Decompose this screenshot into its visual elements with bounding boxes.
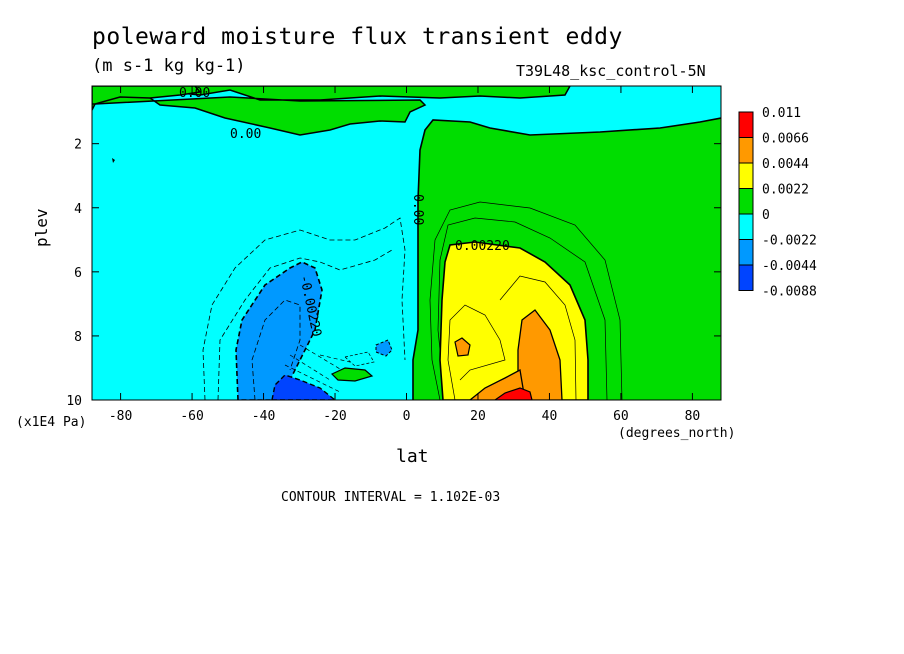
contour-thin-2 (437, 217, 608, 400)
x-axis: -80 -60 -40 -20 0 20 40 60 80 (109, 86, 700, 424)
x-tick-label: 40 (542, 409, 558, 424)
legend-color-swatch (738, 111, 754, 138)
field-orange-blob (454, 337, 471, 357)
legend-color-swatch (738, 264, 754, 291)
contour-blob-ring (344, 351, 375, 367)
legend-level-label: 0.011 (762, 106, 801, 121)
contour-thin-4 (447, 304, 506, 400)
chart-units: (m s-1 kg kg-1) (92, 56, 246, 76)
legend-color-swatch (738, 162, 754, 189)
contour-label-zero-mid: 0.00 (230, 127, 261, 142)
x-tick-label: 60 (613, 409, 629, 424)
y-axis-units: (x1E4 Pa) (16, 415, 87, 430)
field-upper-green-left (92, 86, 202, 105)
legend-level-label: -0.0088 (762, 285, 817, 300)
contour-neg-dash-2 (217, 249, 393, 400)
contour-label-zero-top: 0.00 (179, 86, 210, 101)
y-tick-label: 4 (74, 202, 82, 217)
field-upper-green (92, 86, 571, 136)
x-tick-label: -60 (180, 409, 203, 424)
contour-streaks (284, 344, 351, 393)
run-label: T39L48_ksc_control-5N (516, 62, 706, 80)
x-tick-label: -40 (252, 409, 275, 424)
zero-contour-nh (412, 117, 721, 400)
y-tick-label: 8 (74, 330, 82, 345)
y-tick-label: 2 (74, 138, 82, 153)
field-blue-blob (375, 339, 393, 357)
contour-thin-1 (429, 201, 623, 400)
legend-color-swatch (738, 188, 754, 215)
chart-title: poleward moisture flux transient eddy (92, 24, 623, 50)
legend-level-label: 0.0044 (762, 157, 809, 172)
field-blue (271, 374, 337, 400)
legend-level-label: -0.0044 (762, 259, 817, 274)
contour-thin-3 (499, 275, 577, 400)
contour-label-zero-vertical: 0.00 (410, 194, 425, 225)
legend-color-swatch (738, 213, 754, 240)
x-tick-label: -80 (109, 409, 132, 424)
y-axis: 2 4 6 8 10 (66, 138, 721, 409)
field-red (493, 387, 533, 400)
legend-level-label: -0.0022 (762, 234, 817, 249)
legend-level-label: 0 (762, 208, 770, 223)
field-green-small (330, 367, 374, 382)
legend-level-label: 0.0022 (762, 183, 809, 198)
x-tick-label: 0 (403, 409, 411, 424)
field-orange (517, 309, 563, 400)
contour-interval: CONTOUR INTERVAL = 1.102E-03 (281, 490, 501, 505)
small-feature (112, 158, 115, 163)
filled-contours: 0.00 0.00 0.00 0.00220 -0.00220 (92, 86, 721, 400)
x-tick-label: 20 (470, 409, 486, 424)
y-tick-label: 6 (74, 266, 82, 281)
contour-label-pos: 0.00220 (455, 239, 510, 254)
y-tick-label: 10 (66, 394, 82, 409)
legend-color-swatch (738, 137, 754, 164)
colorbar-legend: 0.011 0.0066 0.0044 0.0022 0 -0.0022 -0.0044 -0… (738, 106, 817, 300)
x-tick-label: -20 (323, 409, 346, 424)
legend-level-label: 0.0066 (762, 132, 809, 147)
x-axis-units: (degrees_north) (618, 426, 736, 441)
x-tick-label: 80 (685, 409, 701, 424)
contour-neg-dash-outer (202, 217, 406, 400)
x-axis-label: lat (396, 446, 429, 467)
legend-color-swatch (738, 239, 754, 266)
contour-neg-inner (251, 299, 301, 400)
